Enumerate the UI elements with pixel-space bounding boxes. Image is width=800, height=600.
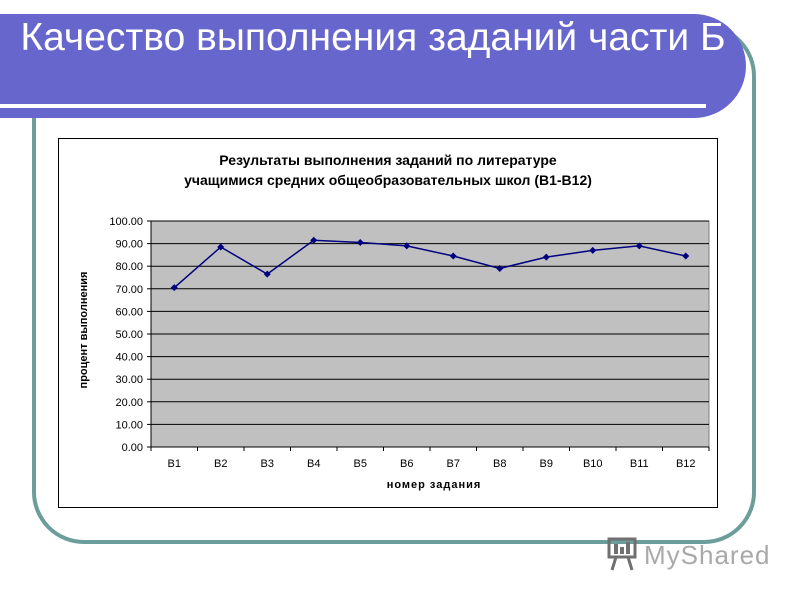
data-point xyxy=(449,252,457,260)
x-tick-label: В4 xyxy=(307,458,320,470)
chart-plot: 0.00 10.00 20.00 30.00 40.00 50.00 60.00 70.00 8… xyxy=(109,216,710,470)
y-tick-label: 10.00 xyxy=(115,419,143,431)
y-tick-label: 0.00 xyxy=(122,442,143,454)
x-tick-label: В10 xyxy=(583,458,603,470)
data-point xyxy=(217,243,225,251)
data-point xyxy=(589,246,597,254)
data-point xyxy=(542,253,550,261)
data-point xyxy=(635,242,643,250)
x-tick-label: В5 xyxy=(354,458,367,470)
x-tick-label: В11 xyxy=(630,458,649,470)
data-point xyxy=(682,252,690,260)
y-tick-label: 30.00 xyxy=(115,374,143,386)
y-tick-label: 90.00 xyxy=(115,239,143,251)
data-point xyxy=(310,236,318,244)
x-axis-label: номер задания xyxy=(386,479,482,491)
data-point xyxy=(263,270,271,278)
y-axis-label: процент выполнения xyxy=(78,271,90,389)
title-underline xyxy=(0,104,706,108)
chart-title-line-1: Результаты выполнения заданий по литерат… xyxy=(219,152,557,168)
x-tick-label: В2 xyxy=(214,458,227,470)
slide-title: Качество выполнения заданий части Б xyxy=(20,16,726,59)
series-line xyxy=(173,239,686,289)
y-tick-label: 100.00 xyxy=(109,216,143,228)
chart-title-line-2: учащимися средних общеобразовательных шк… xyxy=(184,172,592,188)
x-tick-label: В8 xyxy=(493,458,506,470)
data-point xyxy=(170,284,178,292)
y-tick-label: 50.00 xyxy=(115,329,143,341)
chart-container: Результаты выполнения заданий по литерат… xyxy=(58,138,718,508)
logo-text: MyShared xyxy=(644,540,771,570)
title-bar xyxy=(0,14,746,118)
y-tick-label: 60.00 xyxy=(115,306,143,318)
x-tick-label: В3 xyxy=(261,458,274,470)
y-tick-label: 70.00 xyxy=(115,284,143,296)
y-tick-label: 40.00 xyxy=(115,352,143,364)
data-point xyxy=(496,264,504,272)
data-point xyxy=(356,238,364,246)
y-tick-label: 20.00 xyxy=(115,397,143,409)
x-tick-label: В12 xyxy=(676,458,696,470)
y-tick-label: 80.00 xyxy=(115,261,143,273)
x-tick-label: В7 xyxy=(447,458,460,470)
data-point xyxy=(403,242,411,250)
x-tick-label: В9 xyxy=(540,458,553,470)
x-tick-label: В6 xyxy=(400,458,413,470)
logo: MyShared xyxy=(606,534,786,574)
presentation-board-icon xyxy=(607,537,637,571)
x-tick-label: В1 xyxy=(168,458,181,470)
